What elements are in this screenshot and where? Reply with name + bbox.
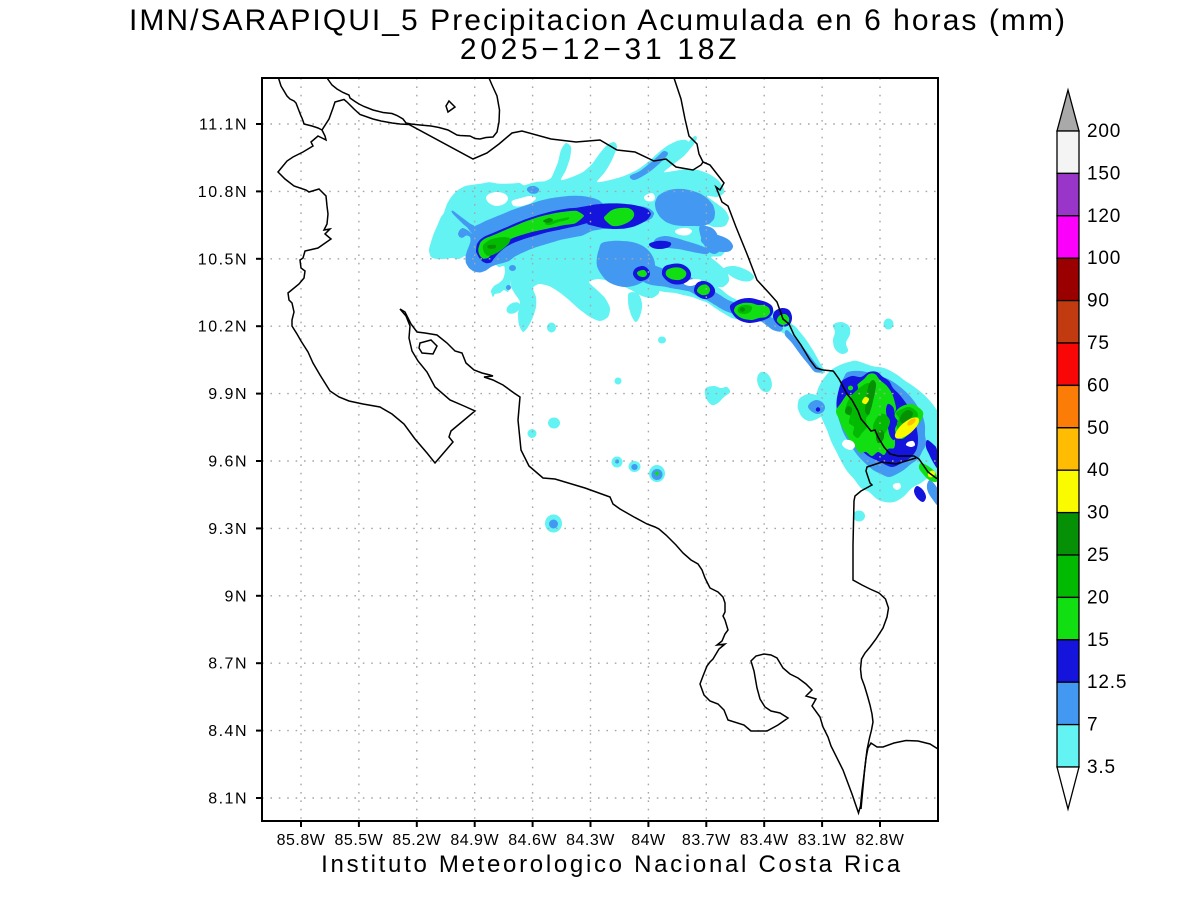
svg-text:40: 40 — [1087, 460, 1110, 481]
svg-text:100: 100 — [1087, 248, 1121, 269]
svg-text:83.1W: 83.1W — [798, 832, 847, 849]
svg-text:75: 75 — [1087, 333, 1110, 354]
svg-text:85.5W: 85.5W — [335, 832, 384, 849]
svg-text:10.8N: 10.8N — [198, 184, 248, 201]
svg-text:8.7N: 8.7N — [208, 656, 248, 673]
svg-text:84.6W: 84.6W — [508, 832, 557, 849]
svg-text:60: 60 — [1087, 375, 1110, 396]
svg-text:83.7W: 83.7W — [682, 832, 731, 849]
svg-text:200: 200 — [1087, 121, 1121, 142]
svg-text:9N: 9N — [225, 588, 248, 605]
svg-text:25: 25 — [1087, 545, 1110, 566]
svg-text:85.2W: 85.2W — [392, 832, 441, 849]
svg-text:7: 7 — [1087, 715, 1098, 736]
svg-text:84W: 84W — [631, 832, 666, 849]
svg-text:8.1N: 8.1N — [208, 791, 248, 808]
svg-text:10.5N: 10.5N — [198, 251, 248, 268]
svg-text:8.4N: 8.4N — [208, 723, 248, 740]
svg-text:20: 20 — [1087, 587, 1110, 608]
svg-text:120: 120 — [1087, 206, 1121, 227]
svg-text:9.6N: 9.6N — [208, 454, 248, 471]
svg-text:2025−12−31 18Z: 2025−12−31 18Z — [460, 33, 740, 66]
svg-text:15: 15 — [1087, 630, 1110, 651]
svg-text:50: 50 — [1087, 418, 1110, 439]
svg-text:84.3W: 84.3W — [566, 832, 615, 849]
svg-text:12.5: 12.5 — [1087, 672, 1127, 693]
svg-text:83.4W: 83.4W — [740, 832, 789, 849]
svg-text:84.9W: 84.9W — [450, 832, 499, 849]
svg-text:3.5: 3.5 — [1087, 757, 1116, 778]
svg-text:9.3N: 9.3N — [208, 521, 248, 538]
svg-text:150: 150 — [1087, 163, 1121, 184]
svg-text:Instituto Meteorologico Nacion: Instituto Meteorologico Nacional Costa R… — [321, 851, 903, 878]
svg-text:85.8W: 85.8W — [277, 832, 326, 849]
svg-text:30: 30 — [1087, 503, 1110, 524]
svg-text:82.8W: 82.8W — [856, 832, 905, 849]
svg-text:9.9N: 9.9N — [208, 386, 248, 403]
svg-text:10.2N: 10.2N — [198, 319, 248, 336]
svg-text:IMN/SARAPIQUI_5 Precipitacion: IMN/SARAPIQUI_5 Precipitacion Acumulada … — [129, 4, 1067, 37]
svg-text:11.1N: 11.1N — [199, 117, 248, 134]
svg-text:90: 90 — [1087, 291, 1110, 312]
